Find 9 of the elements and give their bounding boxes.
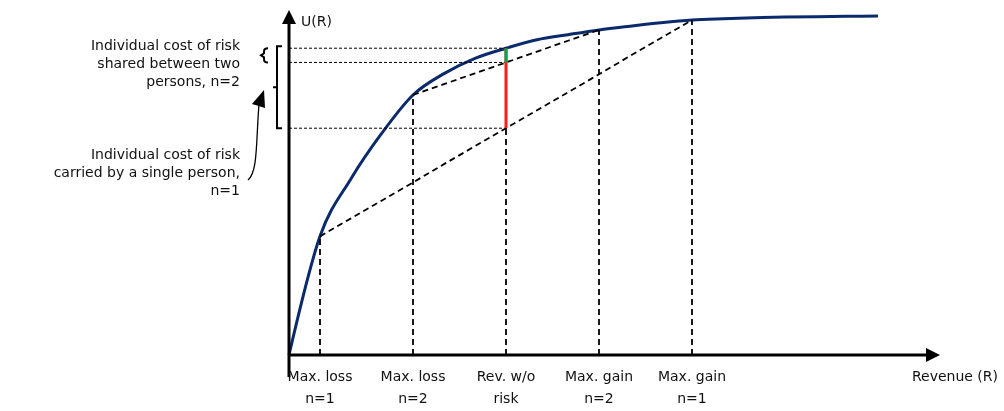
x-tick-label: Max. gain n=2 [564,368,634,406]
text: Individual cost of risk shared between two persons, n=2 [90,37,241,89]
x-axis-title: Revenue (R) [911,368,998,384]
text: Individual cost of risk carried by a single person, n=1 [53,146,241,198]
x-tick-label: Max. loss n=2 [380,368,446,406]
x-tick-label: Rev. w/o risk [476,368,536,406]
y-axis-title: U(R) [301,13,332,29]
x-tick-label: Max. gain n=1 [657,368,727,406]
x-tick-label: Max. loss n=1 [287,368,353,406]
